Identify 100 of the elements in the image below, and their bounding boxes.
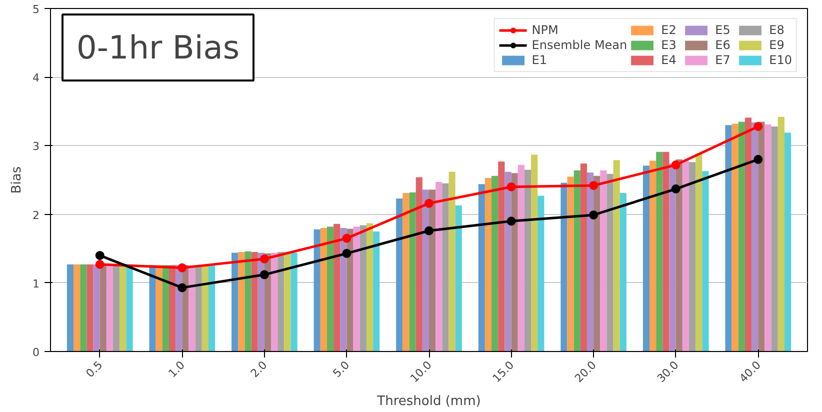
bar	[764, 124, 772, 352]
bar	[642, 166, 650, 352]
bar	[738, 122, 745, 352]
bar	[290, 252, 298, 352]
bar	[202, 265, 208, 352]
point	[260, 270, 269, 280]
bar	[340, 228, 347, 352]
legend-label: E3	[661, 38, 678, 52]
bar	[689, 162, 696, 352]
legend-label: NPM	[532, 23, 558, 37]
bar	[334, 224, 340, 352]
point	[342, 234, 352, 243]
bar	[113, 264, 120, 352]
bar	[448, 172, 456, 352]
bar	[758, 122, 765, 352]
bar	[366, 223, 374, 352]
legend-label: E7	[715, 53, 732, 67]
legend-label: E9	[769, 38, 786, 52]
bar	[580, 164, 587, 352]
bar	[86, 264, 94, 352]
legend-label: E2	[661, 23, 678, 37]
bar	[416, 177, 422, 352]
bar	[251, 252, 258, 352]
bar	[74, 264, 80, 352]
point	[260, 254, 269, 264]
y-tick-label: 0	[32, 346, 40, 359]
bar	[232, 252, 238, 352]
bar	[613, 160, 620, 352]
bar	[106, 264, 114, 352]
bar	[402, 193, 410, 352]
bar	[320, 228, 327, 352]
bar	[567, 176, 574, 352]
bar	[538, 196, 544, 352]
x-tick-label: 1.0	[166, 358, 188, 380]
bar	[442, 183, 449, 352]
y-tick-label: 1	[32, 277, 40, 290]
bar	[669, 164, 676, 352]
legend-label: E5	[715, 23, 732, 37]
bar	[93, 264, 100, 352]
point	[754, 154, 763, 164]
bar	[120, 264, 126, 352]
bar	[314, 229, 320, 352]
x-tick-label: 0.5	[84, 358, 106, 380]
bar	[732, 124, 738, 352]
bar	[373, 231, 380, 352]
y-tick-label: 5	[32, 3, 40, 16]
annotation: 0-1hr Bias	[76, 28, 240, 66]
bar	[346, 228, 354, 352]
bar	[498, 161, 505, 352]
bar	[771, 126, 778, 352]
bar	[238, 252, 245, 352]
legend-label: Ensemble Mean	[532, 38, 628, 52]
point	[178, 263, 187, 272]
point	[589, 180, 598, 190]
bar	[353, 226, 360, 352]
bar	[600, 170, 607, 352]
bar	[278, 252, 284, 352]
y-tick-label: 2	[32, 208, 40, 222]
point	[671, 160, 680, 170]
bar	[284, 252, 291, 352]
bar	[149, 265, 156, 352]
bar	[409, 192, 416, 352]
bar	[168, 265, 176, 352]
bar	[484, 178, 492, 352]
bar	[586, 172, 594, 352]
bar	[531, 154, 538, 352]
point	[589, 210, 598, 220]
y-tick-label: 3	[32, 140, 40, 154]
point	[424, 198, 434, 208]
point	[424, 226, 434, 236]
bar	[360, 225, 366, 352]
point	[671, 184, 680, 194]
bar	[662, 152, 670, 352]
point	[506, 216, 516, 226]
bar	[620, 193, 626, 352]
x-tick-label: 2.0	[248, 358, 270, 380]
bar	[436, 182, 442, 352]
bar	[725, 125, 732, 352]
bar	[195, 265, 202, 352]
bar	[744, 118, 752, 352]
bar	[100, 264, 106, 352]
x-tick-label: 5.0	[330, 358, 352, 380]
bar	[126, 264, 133, 352]
bar	[156, 265, 162, 352]
bar	[682, 160, 690, 352]
bar	[574, 170, 580, 352]
bar	[504, 172, 512, 352]
legend-label: E8	[769, 23, 786, 37]
legend-label: E10	[769, 53, 792, 67]
bar	[478, 184, 485, 352]
bar	[455, 205, 462, 352]
bar	[429, 190, 436, 352]
point	[506, 182, 516, 192]
point	[178, 283, 187, 292]
bar	[66, 264, 74, 352]
bar	[244, 251, 252, 352]
bar	[594, 176, 600, 352]
legend-label: E6	[715, 38, 732, 52]
x-axis-title: Threshold (mm)	[376, 394, 481, 410]
bar	[80, 264, 87, 352]
